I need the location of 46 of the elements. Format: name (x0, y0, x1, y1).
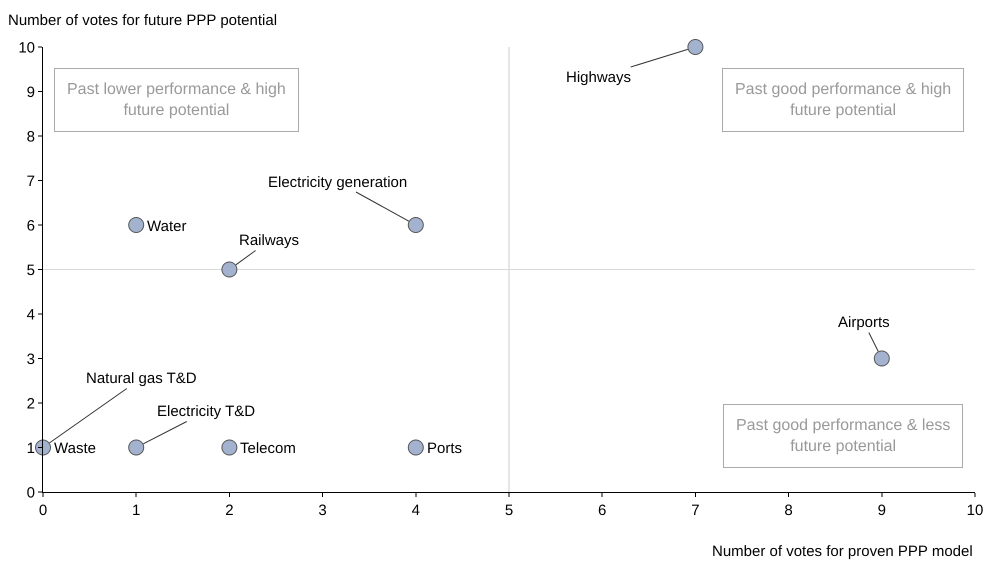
point (128, 217, 144, 233)
x-tick-label: 10 (966, 502, 984, 519)
y-tick-label: 3 (26, 350, 35, 368)
point (408, 440, 424, 456)
annotation: Airports (838, 314, 890, 331)
point (687, 39, 704, 55)
annotation: Electricity generation (268, 174, 408, 191)
annotation: Past good performance & less future potential (736, 417, 950, 455)
annotation: Telecom (240, 440, 296, 457)
y-tick-label: 6 (26, 217, 35, 234)
point (408, 217, 424, 233)
point (35, 440, 51, 456)
y-tick-label: 5 (26, 262, 35, 279)
y-tick-label: 4 (26, 306, 35, 324)
annotation: Highways (566, 69, 632, 86)
annotation: Electricity T&D (157, 403, 256, 420)
annotation: Ports (427, 440, 462, 457)
y-tick-label: 7 (26, 172, 35, 190)
x-tick-label: 5 (504, 502, 514, 519)
x-tick-label: 8 (784, 502, 793, 519)
annotation: Past lower performance & high future potential (67, 81, 286, 119)
point (128, 440, 144, 456)
y-tick-label: 1 (26, 440, 35, 457)
annotation: Past good performance & high future potential (735, 81, 952, 119)
y-axis-title: Number of votes for future PPP potential (8, 12, 278, 29)
x-tick-label: 7 (691, 502, 700, 519)
y-tick-label: 2 (26, 395, 35, 412)
annotation: Water (147, 218, 186, 235)
x-tick-label: 1 (132, 502, 140, 519)
x-tick-label: 2 (225, 502, 234, 519)
x-tick-label: 6 (598, 502, 606, 519)
x-axis-title: Number of votes for proven PPP model (712, 543, 973, 560)
x-tick-label: 0 (38, 502, 48, 519)
point (221, 440, 238, 456)
y-tick-label: 10 (18, 39, 35, 56)
y-tick-label: 0 (26, 484, 35, 502)
x-tick-label: 9 (878, 502, 886, 519)
x-tick-label: 3 (318, 502, 327, 519)
y-tick-label: 8 (26, 128, 35, 146)
annotation: Railways (239, 232, 300, 249)
annotation: Natural gas T&D (86, 370, 197, 387)
y-tick-label: 9 (26, 84, 35, 101)
point (874, 350, 890, 366)
point (221, 262, 238, 278)
annotation: Waste (54, 440, 96, 457)
x-tick-label: 4 (412, 502, 420, 519)
